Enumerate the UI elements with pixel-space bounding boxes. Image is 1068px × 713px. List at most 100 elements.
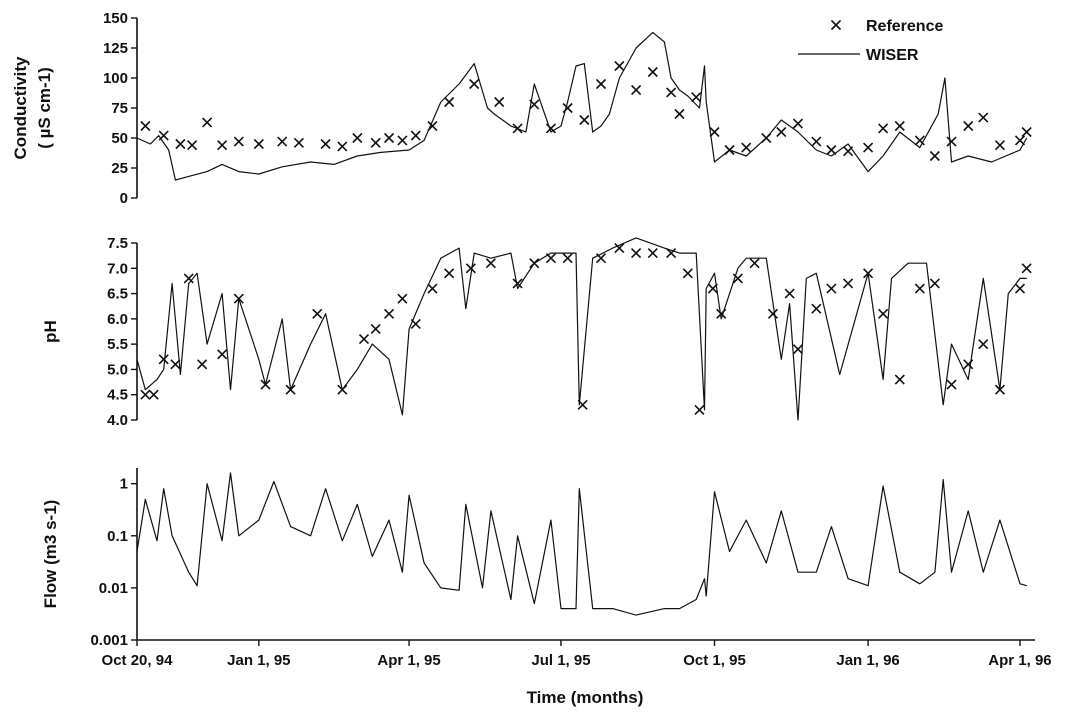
reference-point	[894, 374, 905, 385]
y-tick-label-flow: 0.001	[90, 632, 128, 649]
series-line-flow	[136, 472, 1027, 616]
reference-point	[410, 318, 421, 329]
y-tick-label-conductivity: 25	[111, 160, 128, 177]
y-tick-label-flow: 1	[120, 476, 128, 493]
reference-point	[614, 60, 625, 72]
reference-point	[863, 142, 874, 153]
y-tick-label-conductivity: 100	[103, 70, 128, 87]
reference-point	[776, 126, 787, 138]
reference-point	[749, 258, 760, 269]
reference-point	[512, 123, 523, 134]
reference-point	[963, 359, 974, 370]
reference-point	[352, 132, 363, 144]
reference-point	[383, 308, 395, 319]
reference-point	[410, 130, 421, 141]
y-tick-label-pH: 5.5	[107, 336, 128, 353]
reference-point	[811, 303, 822, 314]
y-axis-title-line: Flow (m3 s-1)	[41, 500, 60, 609]
reference-point	[732, 273, 743, 284]
panel-conductivity: 0 25 50 75 100 125 150 Conductivity ( µS cm-1) Re…	[11, 10, 1032, 207]
reference-point	[529, 99, 540, 110]
reference-point	[293, 137, 304, 148]
reference-point	[175, 138, 186, 150]
reference-point	[691, 92, 702, 103]
reference-point	[666, 87, 677, 98]
reference-point	[140, 389, 151, 400]
reference-point	[397, 293, 408, 304]
reference-point	[929, 150, 940, 162]
reference-point	[631, 248, 642, 259]
reference-point	[666, 248, 677, 259]
y-tick-label-conductivity: 150	[103, 10, 128, 27]
legend-label: Reference	[866, 18, 943, 35]
reference-point	[842, 146, 854, 157]
y-axis-title-line: Conductivity	[11, 56, 30, 159]
reference-point	[863, 268, 874, 279]
reference-point	[595, 78, 607, 90]
reference-point	[170, 359, 181, 370]
reference-point	[929, 278, 940, 289]
y-axis-title-line: ( µS cm-1)	[35, 67, 54, 149]
reference-point	[811, 136, 822, 147]
reference-point	[741, 142, 752, 153]
reference-point	[994, 140, 1006, 151]
reference-point	[337, 141, 348, 152]
reference-point	[529, 258, 540, 269]
reference-point	[595, 253, 607, 264]
y-axis-title-flow: Flow (m3 s-1)	[41, 500, 60, 609]
reference-point	[784, 288, 795, 299]
reference-point	[444, 268, 455, 279]
x-tick-label: Apr 1, 96	[988, 652, 1051, 669]
reference-point	[826, 144, 837, 156]
x-tick-label: Jul 1, 95	[531, 652, 590, 669]
y-tick-label-pH: 7.5	[107, 235, 128, 252]
reference-point	[707, 283, 718, 294]
reference-point	[978, 112, 989, 123]
reference-point	[312, 308, 323, 319]
reference-point	[914, 283, 925, 294]
reference-point	[1014, 135, 1026, 146]
reference-point	[682, 268, 693, 279]
y-tick-label-flow: 0.1	[107, 528, 128, 545]
reference-point	[383, 132, 395, 144]
reference-point	[444, 96, 455, 108]
reference-point	[337, 384, 348, 395]
reference-point	[233, 293, 244, 304]
y-tick-label-pH: 4.0	[107, 412, 128, 429]
reference-point	[716, 308, 727, 319]
reference-point	[914, 135, 925, 146]
panel-pH: 4.0 4.5 5.0 5.5 6.0 6.5 7.0 7.5 pH	[41, 235, 1032, 429]
reference-point	[427, 120, 438, 132]
x-tick-label: Oct 20, 94	[102, 652, 174, 669]
y-tick-label-conductivity: 75	[111, 100, 128, 117]
reference-point	[197, 359, 208, 370]
reference-point	[614, 242, 625, 254]
reference-point	[370, 323, 381, 335]
y-tick-label-pH: 4.5	[107, 387, 128, 404]
reference-point	[709, 126, 720, 138]
y-tick-label-pH: 6.5	[107, 286, 128, 303]
reference-point	[674, 108, 685, 120]
reference-point	[545, 253, 557, 264]
legend: Reference WISER	[798, 18, 943, 64]
reference-point	[277, 136, 288, 147]
reference-point	[427, 283, 438, 294]
reference-point	[694, 404, 705, 415]
x-tick-label: Oct 1, 95	[683, 652, 746, 669]
y-tick-label-pH: 5.0	[107, 361, 128, 378]
reference-point	[260, 379, 271, 390]
series-line-conductivity	[136, 31, 1028, 181]
y-axis-title-line: pH	[41, 320, 60, 343]
reference-point	[148, 389, 159, 400]
reference-point	[397, 135, 408, 146]
reference-point	[465, 263, 476, 274]
reference-point	[842, 278, 854, 289]
reference-point	[579, 114, 590, 126]
y-tick-label-conductivity: 50	[111, 130, 128, 147]
y-tick-label-pH: 6.0	[107, 311, 128, 328]
reference-point	[370, 137, 381, 148]
x-tick-label: Apr 1, 95	[377, 652, 440, 669]
reference-point	[512, 278, 523, 289]
reference-point	[217, 349, 228, 360]
